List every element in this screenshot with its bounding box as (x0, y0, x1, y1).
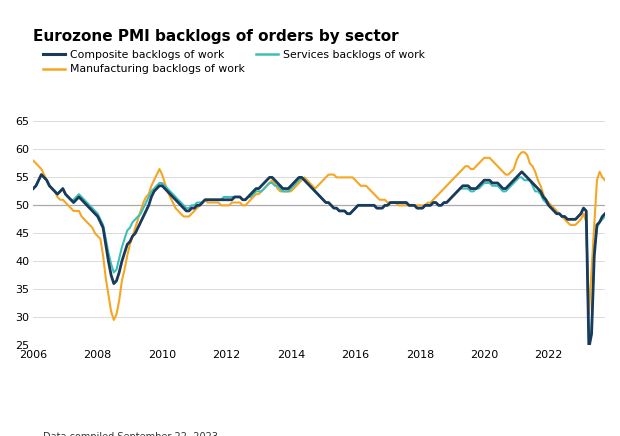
Composite backlogs of work (97, 219, 104, 225)
Composite backlogs of work (585, 345, 593, 351)
Line: Manufacturing backlogs of work: Manufacturing backlogs of work (33, 122, 620, 320)
Manufacturing backlogs of work (422, 203, 429, 208)
Manufacturing backlogs of work (97, 236, 104, 242)
Services backlogs of work (418, 205, 426, 211)
Text: Eurozone PMI backlogs of orders by sector: Eurozone PMI backlogs of orders by secto… (33, 29, 399, 44)
Manufacturing backlogs of work (30, 158, 37, 163)
Legend: Composite backlogs of work, Manufacturing backlogs of work, Services backlogs of: Composite backlogs of work, Manufacturin… (38, 45, 429, 79)
Line: Services backlogs of work: Services backlogs of work (33, 164, 620, 345)
Services backlogs of work (30, 186, 37, 191)
Services backlogs of work (97, 217, 104, 222)
Line: Composite backlogs of work: Composite backlogs of work (33, 160, 620, 348)
Composite backlogs of work (30, 186, 37, 191)
Manufacturing backlogs of work (110, 317, 118, 323)
Text: Data compiled September 22, 2023
PMI (Purchasing Managers’ Index) based on 50 = : Data compiled September 22, 2023 PMI (Pu… (43, 432, 418, 436)
Services backlogs of work (585, 343, 593, 348)
Composite backlogs of work (418, 205, 426, 211)
